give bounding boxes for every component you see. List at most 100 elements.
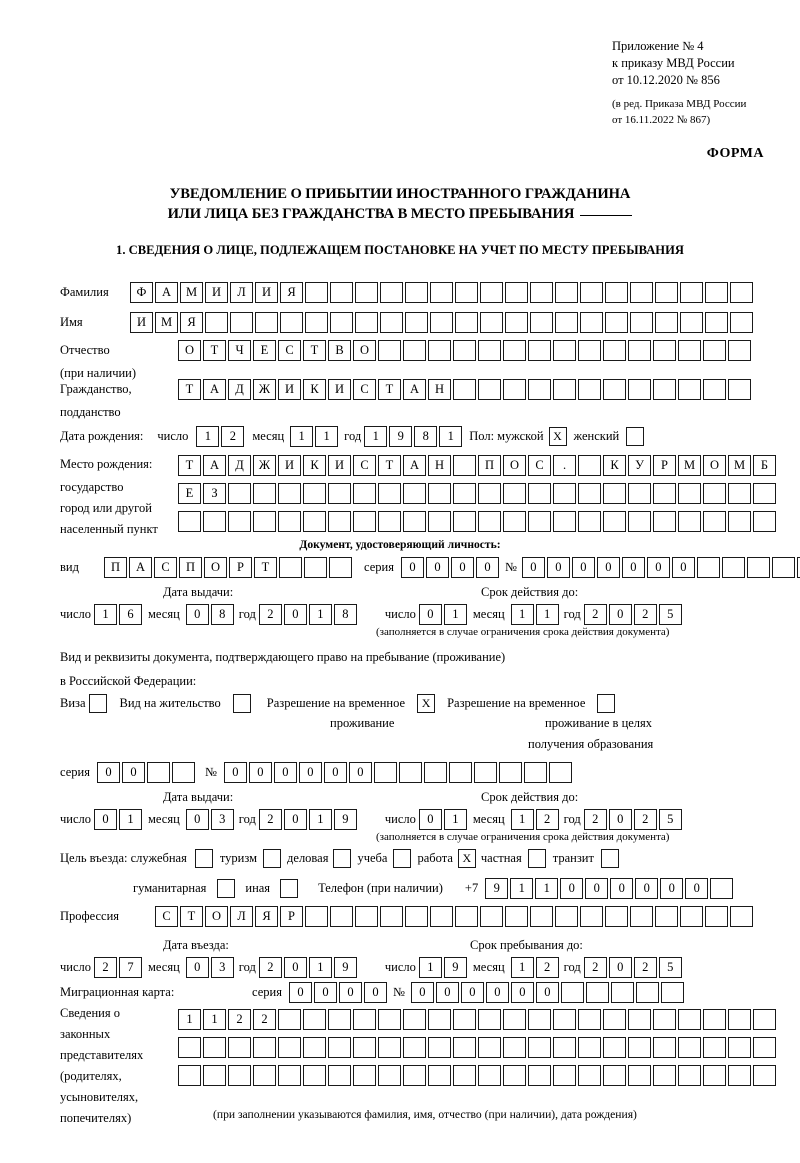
char-box[interactable]: [278, 1037, 301, 1058]
char-box[interactable]: [655, 282, 678, 303]
char-box[interactable]: [505, 312, 528, 333]
char-box[interactable]: 1: [443, 809, 467, 830]
char-box[interactable]: [603, 340, 626, 361]
char-box[interactable]: [305, 906, 328, 927]
char-box[interactable]: 1: [535, 878, 559, 899]
char-box[interactable]: О: [205, 906, 228, 927]
char-box[interactable]: 0: [646, 557, 670, 578]
char-box[interactable]: [378, 1037, 401, 1058]
char-box[interactable]: [703, 1037, 726, 1058]
visa-checkbox[interactable]: [88, 694, 107, 713]
char-box[interactable]: [678, 483, 701, 504]
char-box[interactable]: 2: [535, 809, 559, 830]
char-box[interactable]: 0: [621, 557, 645, 578]
char-box[interactable]: М: [155, 312, 178, 333]
char-box[interactable]: И: [255, 282, 278, 303]
char-box[interactable]: [355, 282, 378, 303]
char-box[interactable]: [605, 312, 628, 333]
char-box[interactable]: [653, 379, 676, 400]
char-box[interactable]: 0: [283, 604, 307, 625]
char-box[interactable]: 0: [94, 809, 118, 830]
char-box[interactable]: Р: [653, 455, 676, 476]
char-box[interactable]: [753, 1065, 776, 1086]
char-box[interactable]: [328, 1037, 351, 1058]
char-box[interactable]: О: [503, 455, 526, 476]
char-box[interactable]: М: [678, 455, 701, 476]
char-box[interactable]: [480, 282, 503, 303]
char-box[interactable]: [505, 906, 528, 927]
char-box[interactable]: 0: [363, 982, 387, 1003]
char-box[interactable]: [428, 340, 451, 361]
char-box[interactable]: [553, 1065, 576, 1086]
char-box[interactable]: [553, 1037, 576, 1058]
char-box[interactable]: 0: [535, 982, 559, 1003]
char-box[interactable]: [603, 511, 626, 532]
char-box[interactable]: 1: [364, 426, 388, 447]
char-box[interactable]: И: [278, 379, 301, 400]
char-box[interactable]: [378, 1065, 401, 1086]
char-box[interactable]: [278, 1009, 301, 1030]
char-box[interactable]: [305, 282, 328, 303]
char-box[interactable]: [228, 1037, 251, 1058]
char-box[interactable]: [171, 762, 195, 783]
char-box[interactable]: [705, 312, 728, 333]
purpose-business-checkbox[interactable]: [333, 849, 352, 868]
char-box[interactable]: [555, 906, 578, 927]
char-box[interactable]: 0: [348, 762, 372, 783]
char-box[interactable]: [678, 1065, 701, 1086]
char-box[interactable]: 0: [521, 557, 545, 578]
char-box[interactable]: 8: [210, 604, 234, 625]
char-box[interactable]: Ч: [228, 340, 251, 361]
char-box[interactable]: [303, 483, 326, 504]
char-box[interactable]: [478, 511, 501, 532]
purpose-private-checkbox[interactable]: [527, 849, 546, 868]
char-box[interactable]: [553, 483, 576, 504]
char-box[interactable]: [178, 511, 201, 532]
char-box[interactable]: [710, 878, 734, 899]
char-box[interactable]: [680, 906, 703, 927]
char-box[interactable]: [560, 982, 584, 1003]
char-box[interactable]: [680, 312, 703, 333]
char-box[interactable]: [478, 1009, 501, 1030]
char-box[interactable]: [605, 906, 628, 927]
char-box[interactable]: [403, 1009, 426, 1030]
char-box[interactable]: Е: [178, 483, 201, 504]
char-box[interactable]: 2: [633, 809, 657, 830]
char-box[interactable]: 0: [96, 762, 120, 783]
char-box[interactable]: [478, 379, 501, 400]
char-box[interactable]: 1: [535, 604, 559, 625]
char-box[interactable]: 0: [185, 957, 209, 978]
char-box[interactable]: [403, 340, 426, 361]
char-box[interactable]: 5: [658, 957, 682, 978]
char-box[interactable]: [653, 1037, 676, 1058]
char-box[interactable]: [430, 312, 453, 333]
char-box[interactable]: [355, 312, 378, 333]
char-box[interactable]: [478, 340, 501, 361]
char-box[interactable]: [746, 557, 770, 578]
char-box[interactable]: 0: [608, 604, 632, 625]
char-box[interactable]: [353, 1065, 376, 1086]
char-box[interactable]: [448, 762, 472, 783]
char-box[interactable]: 5: [658, 809, 682, 830]
char-box[interactable]: [628, 340, 651, 361]
char-box[interactable]: [228, 511, 251, 532]
char-box[interactable]: [728, 1065, 751, 1086]
char-box[interactable]: [753, 511, 776, 532]
char-box[interactable]: 9: [333, 957, 357, 978]
char-box[interactable]: 0: [608, 809, 632, 830]
char-box[interactable]: [380, 906, 403, 927]
char-box[interactable]: [353, 511, 376, 532]
char-box[interactable]: У: [628, 455, 651, 476]
char-box[interactable]: Н: [428, 455, 451, 476]
char-box[interactable]: [403, 1037, 426, 1058]
char-box[interactable]: [328, 1009, 351, 1030]
